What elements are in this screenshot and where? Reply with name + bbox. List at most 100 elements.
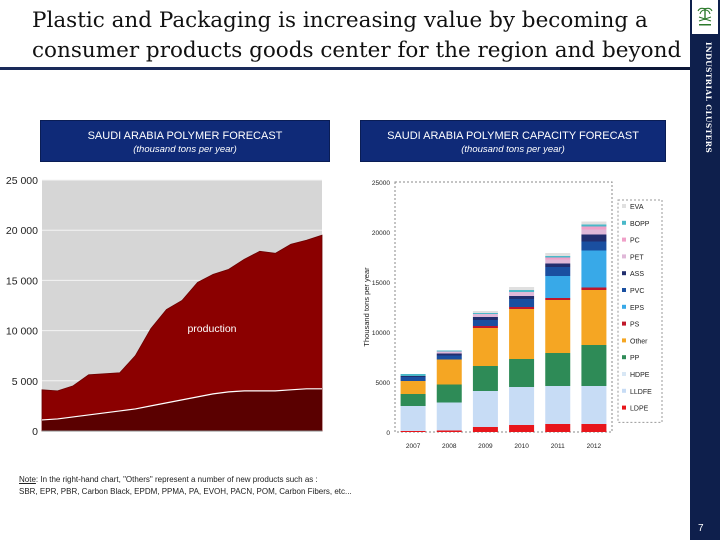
legend-box: [617, 199, 663, 423]
bar-segment-lldfe: [545, 386, 571, 424]
bar-segment-other: [436, 359, 462, 385]
bar-segment-lldfe: [436, 402, 462, 431]
bar-segment-bopp: [545, 256, 571, 258]
right-chart-title: SAUDI ARABIA POLYMER CAPACITY FORECAST: [387, 130, 639, 142]
bar-segment-pp: [545, 353, 571, 386]
bar-segment-pvc: [509, 299, 535, 307]
left-y-tick-label: 25 000: [6, 175, 38, 187]
right-x-tick-label: 2012: [587, 443, 602, 450]
right-chart-subtitle: (thousand tons per year): [461, 144, 565, 155]
bar-segment-ps: [472, 326, 498, 328]
left-chart-subtitle: (thousand tons per year): [133, 144, 237, 155]
note-line2: SBR, EPR, PBR, Carbon Black, EPDM, PPMA,…: [19, 487, 352, 496]
right-y-axis-label: Thousand tons per year: [362, 267, 371, 347]
legend-label-pvc: PVC: [630, 288, 644, 295]
legend-label-other: Other: [630, 338, 648, 345]
slide-title: Plastic and Packaging is increasing valu…: [32, 8, 682, 63]
left-y-tick-label: 10 000: [6, 326, 38, 338]
legend-label-pc: PC: [630, 238, 640, 245]
right-chart-header: SAUDI ARABIA POLYMER CAPACITY FORECAST (…: [360, 120, 666, 162]
bar-segment-ass: [472, 317, 498, 320]
note-label: Note: [19, 475, 36, 484]
side-band: [690, 0, 720, 540]
legend-swatch-pet: [622, 254, 626, 259]
legend-swatch-pp: [622, 355, 626, 360]
right-x-tick-label: 2008: [442, 443, 457, 450]
page-number: 7: [698, 523, 704, 534]
legend-label-ldpe: LDPE: [630, 406, 649, 413]
bar-segment-bopp: [472, 313, 498, 314]
left-y-tick-label: 5 000: [12, 376, 38, 388]
bar-segment-bopp: [509, 290, 535, 292]
bar-segment-pc: [545, 257, 571, 260]
right-x-tick-label: 2009: [478, 443, 493, 450]
bar-segment-other: [400, 381, 426, 394]
bar-segment-lldfe: [509, 387, 535, 425]
legend-swatch-pc: [622, 237, 626, 242]
legend-label-ass: ASS: [630, 271, 644, 278]
bar-segment-pc: [581, 226, 607, 230]
footnote: Note: In the right-hand chart, "Others" …: [19, 474, 539, 498]
bar-segment-eps: [545, 276, 571, 298]
legend-swatch-eps: [622, 304, 626, 309]
bar-segment-eva: [509, 287, 535, 290]
bar-segment-pvc: [545, 267, 571, 276]
production-area: [41, 234, 323, 432]
title-rule: [0, 67, 690, 70]
bar-segment-pp: [472, 366, 498, 391]
title-rule-accent: [560, 67, 690, 70]
bar-segment-ldpe: [545, 424, 571, 432]
bar-segment-ass: [545, 263, 571, 267]
bar-segment-ldpe: [436, 430, 462, 432]
bar-segment-bopp: [581, 224, 607, 227]
bar-segment-pet: [581, 229, 607, 235]
legend-label-bopp: BOPP: [630, 221, 650, 228]
legend-label-pp: PP: [630, 355, 640, 362]
legend-label-hdpe: HDPE: [630, 372, 650, 379]
bar-segment-pet: [436, 351, 462, 354]
bar-segment-ps: [509, 307, 535, 309]
bar-segment-ps: [581, 287, 607, 290]
left-y-tick-label: 0: [32, 426, 38, 438]
bar-segment-eva: [581, 221, 607, 225]
legend-swatch-ldpe: [622, 405, 626, 410]
legend-label-pet: PET: [630, 254, 644, 261]
consumption-area: [42, 388, 322, 431]
bar-segment-lldfe: [472, 391, 498, 427]
bar-segment-pvc: [581, 241, 607, 251]
bar-segment-bopp: [400, 374, 426, 376]
right-x-tick-label: 2011: [551, 443, 565, 450]
legend-swatch-bopp: [622, 220, 626, 225]
right-y-tick-label: 20000: [372, 230, 390, 237]
right-x-tick-label: 2007: [406, 443, 421, 450]
right-plot-area: [394, 181, 613, 433]
bar-segment-lldfe: [581, 386, 607, 424]
legend-label-ps: PS: [630, 322, 640, 329]
bar-segment-pp: [436, 384, 462, 403]
bar-segment-pet: [472, 314, 498, 317]
bar-segment-pp: [400, 394, 426, 406]
legend-swatch-ps: [622, 321, 626, 326]
right-y-tick-label: 15000: [372, 280, 390, 287]
bar-segment-lldfe: [400, 406, 426, 431]
right-x-tick-label: 2010: [514, 443, 529, 450]
legend-label-lldfe: LLDFE: [630, 389, 652, 396]
bar-segment-ass: [509, 296, 535, 299]
bar-segment-ldpe: [400, 431, 426, 432]
right-y-tick-label: 10000: [372, 330, 390, 337]
bar-segment-other: [472, 328, 498, 366]
bar-segment-eva: [545, 253, 571, 256]
bar-segment-other: [581, 290, 607, 345]
right-y-tick-label: 25000: [372, 180, 390, 187]
logo: [692, 0, 718, 34]
bar-segment-bopp: [436, 350, 462, 352]
bar-segment-ass: [436, 353, 462, 356]
bar-segment-other: [509, 309, 535, 359]
legend-label-eps: EPS: [630, 305, 644, 312]
bar-segment-eva: [472, 311, 498, 313]
left-chart-header: SAUDI ARABIA POLYMER FORECAST (thousand …: [40, 120, 330, 162]
legend-swatch-pvc: [622, 288, 626, 292]
bar-segment-ldpe: [509, 425, 535, 432]
bar-segment-pet: [545, 259, 571, 264]
legend-swatch-eva: [622, 204, 626, 208]
